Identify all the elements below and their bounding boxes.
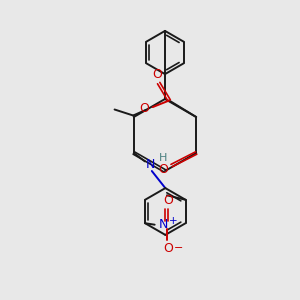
Text: +: + [169, 216, 178, 226]
Text: O: O [140, 102, 149, 115]
Text: N: N [146, 158, 155, 171]
Text: N: N [159, 218, 168, 231]
Text: O: O [163, 242, 173, 255]
Text: O: O [163, 194, 173, 208]
Text: O: O [152, 68, 162, 82]
Text: H: H [159, 153, 167, 163]
Text: −: − [173, 243, 183, 253]
Text: O: O [158, 163, 168, 176]
